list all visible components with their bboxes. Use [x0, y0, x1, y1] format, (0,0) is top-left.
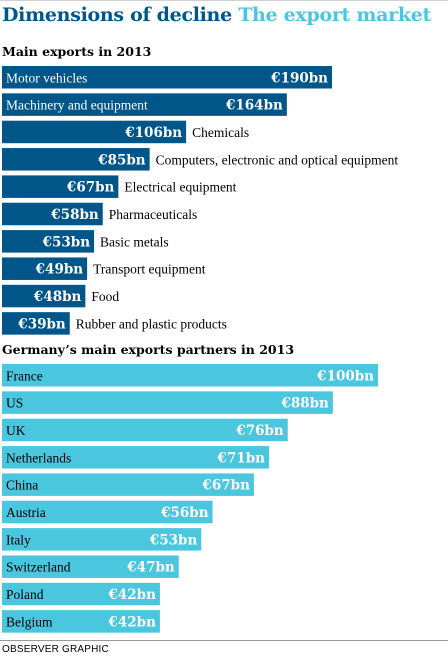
export-value-6: €53bn	[42, 234, 91, 250]
export-category-0: Motor vehicles	[6, 70, 87, 85]
export-bar-3	[2, 148, 150, 171]
export-bar-5	[2, 202, 103, 226]
partner-value-8: €42bn	[107, 587, 156, 603]
export-bar-1	[2, 93, 287, 116]
partner-category-5: Austria	[6, 505, 46, 520]
partner-bar-1	[2, 391, 333, 414]
export-bar-9	[2, 312, 70, 335]
export-category-3: Computers, electronic and optical equipm…	[156, 152, 399, 167]
partner-category-8: Poland	[6, 587, 44, 602]
export-value-9: €39bn	[17, 316, 66, 332]
export-value-0: €190bn	[270, 70, 328, 86]
export-bar-7	[2, 257, 88, 280]
export-category-8: Food	[91, 289, 119, 304]
export-value-7: €49bn	[35, 262, 84, 278]
export-bar-6	[2, 230, 95, 253]
export-value-3: €85bn	[97, 152, 146, 168]
partner-value-4: €67bn	[201, 478, 250, 494]
partner-bar-8	[2, 582, 160, 606]
partner-bar-5	[2, 500, 213, 524]
partner-bar-7	[2, 555, 179, 578]
partner-bar-3	[2, 446, 269, 469]
partner-value-5: €56bn	[160, 505, 209, 521]
export-value-4: €67bn	[66, 180, 115, 196]
partner-value-2: €76bn	[235, 423, 284, 439]
export-category-5: Pharmaceuticals	[109, 207, 197, 222]
top-rule	[0, 0, 448, 1]
export-charts: €190bn Motor vehicles €164bn Machinery and …	[2, 66, 399, 633]
partner-category-7: Switzerland	[6, 560, 71, 575]
export-category-6: Basic metals	[100, 234, 169, 249]
partner-category-6: Italy	[6, 532, 31, 547]
export-category-7: Transport equipment	[93, 262, 206, 277]
partner-category-4: China	[6, 478, 38, 493]
exports-section-title: Main exports in 2013	[2, 44, 152, 59]
footer-credit: OBSERVER GRAPHIC	[2, 644, 109, 655]
export-category-2: Chemicals	[192, 125, 249, 140]
partner-value-1: €88bn	[280, 396, 329, 412]
partner-value-3: €71bn	[217, 450, 266, 466]
partner-category-1: US	[6, 396, 23, 411]
partner-bar-4	[2, 473, 254, 496]
partner-bar-6	[2, 528, 202, 551]
partners-section-title: Germany’s main exports partners in 2013	[2, 342, 295, 357]
export-category-1: Machinery and equipment	[6, 98, 148, 113]
partner-bar-0	[2, 364, 378, 387]
partner-category-0: France	[6, 368, 43, 383]
export-value-1: €164bn	[225, 98, 283, 114]
partner-value-9: €42bn	[107, 614, 156, 630]
partner-bar-9	[2, 610, 160, 633]
export-bar-4	[2, 175, 119, 198]
export-category-9: Rubber and plastic products	[76, 316, 227, 331]
export-bar-8	[2, 284, 86, 308]
partner-value-6: €53bn	[149, 532, 198, 548]
export-bar-2	[2, 120, 187, 144]
title-part-2: The export market	[238, 4, 431, 26]
footer-rule	[0, 640, 448, 641]
export-bar-0	[2, 66, 332, 89]
partner-value-7: €47bn	[126, 560, 175, 576]
export-value-8: €48bn	[33, 289, 82, 305]
export-value-5: €58bn	[50, 207, 99, 223]
export-category-4: Electrical equipment	[124, 180, 236, 195]
partner-value-0: €100bn	[316, 368, 374, 384]
partner-bar-2	[2, 418, 288, 442]
export-value-2: €106bn	[124, 125, 182, 141]
title-part-1: Dimensions of decline	[2, 4, 232, 26]
partner-category-2: UK	[6, 423, 26, 438]
partner-category-9: Belgium	[6, 614, 53, 629]
partner-category-3: Netherlands	[6, 450, 71, 465]
page-title: Dimensions of decline The export market	[2, 4, 431, 26]
